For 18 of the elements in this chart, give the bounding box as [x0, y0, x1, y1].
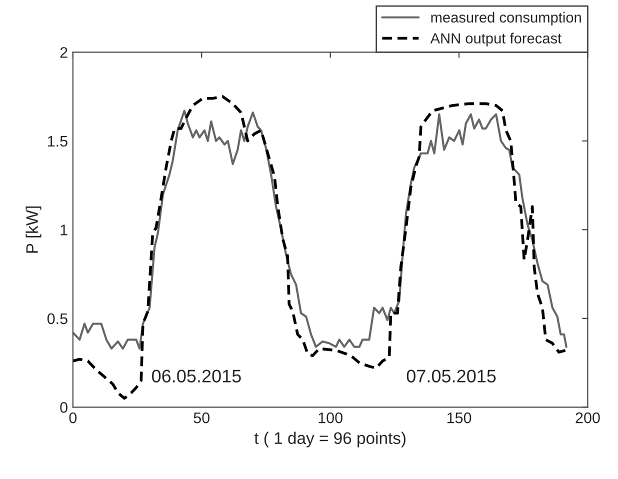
y-tick-label: 1	[60, 224, 68, 236]
y-tick-label: 0.5	[47, 313, 68, 324]
y-tick-label: 2	[60, 47, 68, 58]
annotation: 07.05.2015	[406, 370, 496, 382]
legend-label: ANN output forecast	[430, 32, 562, 46]
annotation: 06.05.2015	[152, 370, 241, 382]
x-axis-title: t ( 1 day = 96 points)	[254, 432, 406, 448]
legend-label: measured consumption	[431, 12, 581, 26]
x-tick-label: 150	[447, 412, 472, 424]
x-tick-label: 0	[69, 412, 77, 424]
x-tick-label: 50	[194, 412, 210, 424]
x-tick-label: 100	[318, 412, 342, 424]
line-series	[72, 95, 567, 400]
y-axis-title: P [kW]	[26, 206, 42, 253]
x-tick-label: 200	[576, 412, 600, 424]
y-tick-label: 1.5	[48, 136, 68, 147]
line-series	[72, 110, 568, 350]
y-tick-label: 0	[60, 402, 68, 413]
